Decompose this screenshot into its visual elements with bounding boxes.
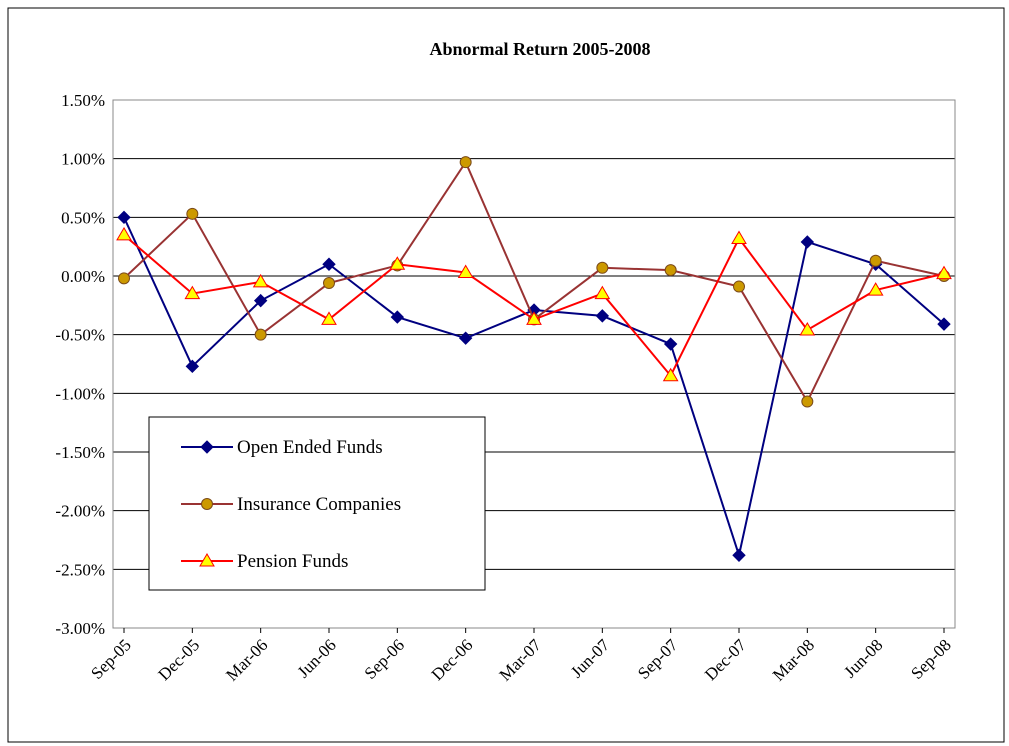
marker [594,285,611,300]
marker [458,331,473,345]
y-tick-label: 1.50% [61,91,105,110]
y-tick-label: -1.50% [55,443,105,462]
marker [200,440,214,454]
marker [799,321,816,336]
y-tick-label: -1.00% [55,384,105,403]
marker [116,226,132,241]
marker [390,310,405,324]
legend-label: Open Ended Funds [237,437,383,458]
marker [664,264,677,277]
marker [118,272,130,285]
marker [936,265,952,280]
marker [733,280,745,293]
legend-label: Insurance Companies [237,494,401,515]
marker [731,230,747,244]
marker [526,311,542,325]
marker [663,337,678,351]
y-tick-label: -0.50% [55,326,105,345]
marker [201,498,213,510]
marker [199,553,215,567]
marker [185,359,200,374]
marker [186,207,199,220]
marker [389,256,406,270]
marker [869,254,882,267]
marker [457,264,474,278]
marker [867,282,884,296]
marker [254,328,267,341]
marker [252,273,269,288]
marker [184,285,201,300]
marker [732,548,746,562]
marker [459,156,472,169]
marker [323,277,335,290]
marker [322,257,336,271]
marker [117,210,131,225]
y-tick-label: 1.00% [61,150,105,169]
marker [662,367,679,382]
y-tick-label: -2.00% [55,502,105,521]
marker [321,311,337,325]
y-tick-label: -2.50% [55,560,105,579]
chart-title: Abnormal Return 2005-2008 [430,39,651,59]
marker [800,235,815,249]
legend-label: Pension Funds [237,551,348,572]
y-tick-label: -3.00% [55,619,105,638]
y-tick-label: 0.50% [61,208,105,227]
marker [596,261,609,274]
chart-frame [7,7,1005,743]
y-tick-label: 0.00% [61,267,105,286]
marker [937,317,951,331]
marker [595,309,610,323]
marker [253,293,268,308]
marker [801,395,814,408]
